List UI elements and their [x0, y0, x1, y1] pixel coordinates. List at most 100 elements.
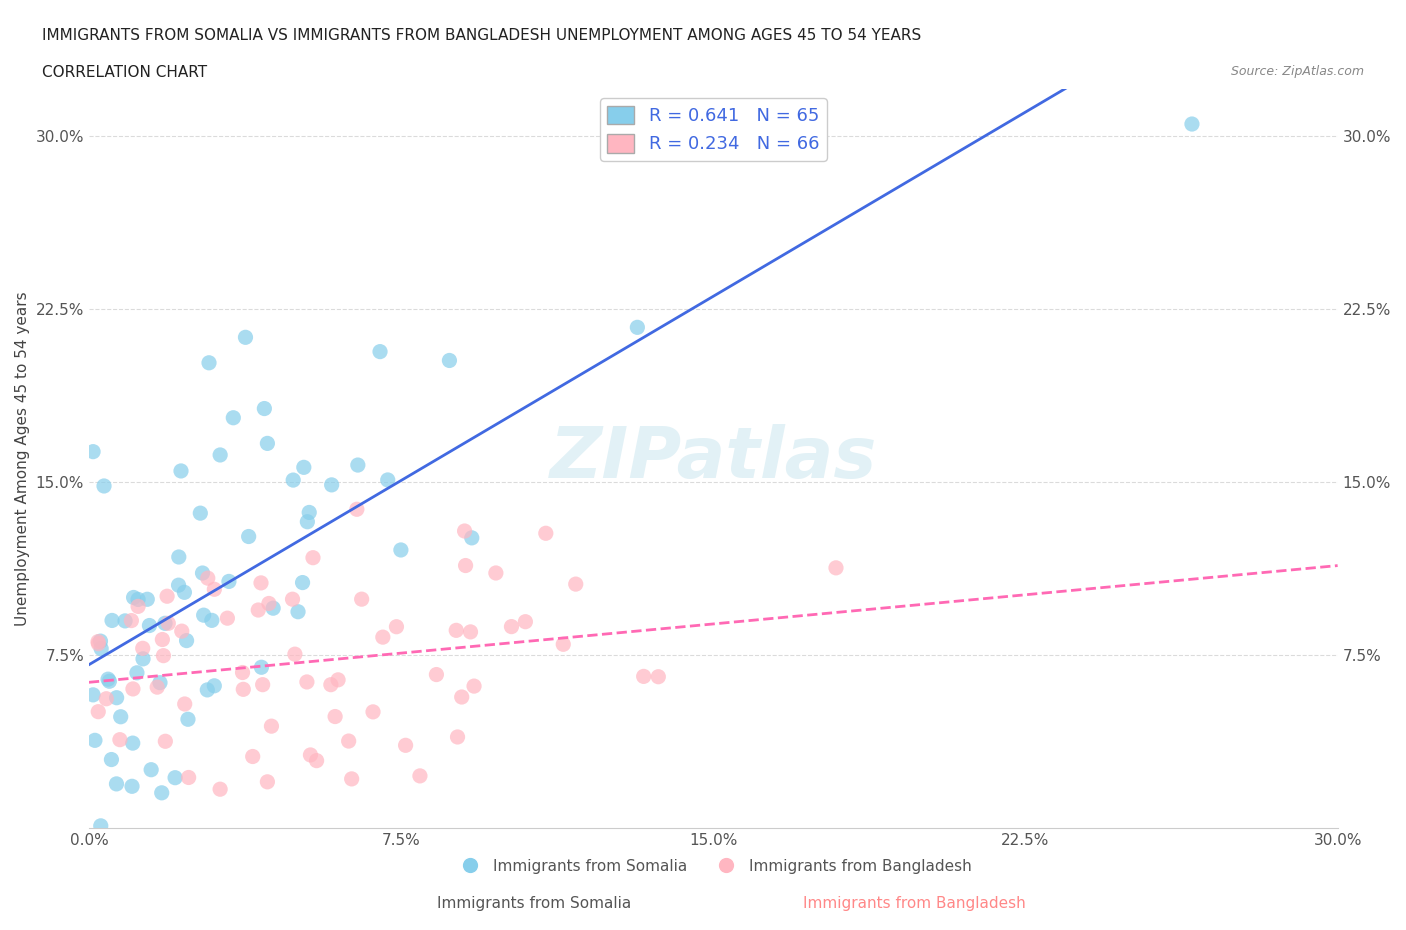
Point	[146, 680, 169, 695]
Point	[209, 447, 232, 462]
Point	[350, 591, 373, 606]
Point	[321, 477, 343, 492]
Point	[136, 591, 159, 606]
Point	[97, 671, 120, 686]
Point	[450, 689, 472, 704]
Point	[232, 682, 254, 697]
Legend: Immigrants from Somalia, Immigrants from Bangladesh: Immigrants from Somalia, Immigrants from…	[449, 853, 977, 880]
Point	[98, 674, 121, 689]
Point	[242, 749, 264, 764]
Point	[132, 651, 155, 666]
Point	[283, 472, 305, 487]
Point	[170, 463, 193, 478]
Point	[302, 551, 325, 565]
Point	[534, 525, 557, 540]
Point	[82, 687, 104, 702]
Point	[361, 704, 384, 719]
Point	[281, 591, 304, 606]
Point	[138, 618, 160, 633]
Point	[453, 524, 475, 538]
Point	[347, 458, 370, 472]
Point	[299, 748, 322, 763]
Point	[446, 729, 468, 744]
Point	[461, 530, 484, 545]
Point	[291, 575, 314, 590]
Point	[156, 589, 179, 604]
Point	[346, 502, 368, 517]
Point	[96, 691, 118, 706]
Point	[260, 719, 283, 734]
Point	[121, 778, 143, 793]
Point	[292, 460, 315, 475]
Point	[202, 582, 225, 597]
Point	[337, 734, 360, 749]
Point	[141, 763, 163, 777]
Point	[626, 320, 648, 335]
Point	[297, 514, 319, 529]
Point	[155, 734, 177, 749]
Point	[323, 709, 346, 724]
Point	[101, 613, 124, 628]
Point	[191, 565, 214, 580]
Point	[217, 611, 239, 626]
Point	[177, 770, 200, 785]
Point	[132, 641, 155, 656]
Point	[157, 616, 180, 631]
Point	[298, 505, 321, 520]
Point	[1181, 116, 1204, 131]
Point	[105, 690, 128, 705]
Point	[825, 561, 848, 576]
Point	[90, 818, 112, 833]
Text: Immigrants from Somalia: Immigrants from Somalia	[437, 897, 631, 911]
Point	[218, 574, 240, 589]
Point	[120, 613, 142, 628]
Point	[176, 633, 198, 648]
Point	[197, 571, 219, 586]
Point	[247, 603, 270, 618]
Point	[564, 577, 586, 591]
Point	[108, 732, 131, 747]
Point	[87, 634, 110, 649]
Point	[454, 558, 477, 573]
Point	[149, 675, 172, 690]
Point	[326, 672, 349, 687]
Point	[170, 624, 193, 639]
Point	[256, 436, 278, 451]
Point	[385, 619, 408, 634]
Point	[82, 445, 104, 459]
Point	[173, 585, 195, 600]
Point	[501, 619, 523, 634]
Point	[253, 401, 276, 416]
Point	[439, 353, 461, 368]
Point	[257, 596, 280, 611]
Point	[93, 479, 115, 494]
Point	[188, 506, 211, 521]
Point	[114, 614, 136, 629]
Point	[209, 782, 232, 797]
Point	[250, 576, 273, 591]
Point	[198, 355, 221, 370]
Point	[127, 599, 149, 614]
Point	[110, 710, 132, 724]
Point	[256, 775, 278, 790]
Point	[371, 630, 394, 644]
Point	[87, 704, 110, 719]
Point	[633, 669, 655, 684]
Point	[127, 592, 149, 607]
Point	[125, 665, 148, 680]
Point	[150, 632, 173, 647]
Point	[201, 613, 224, 628]
Y-axis label: Unemployment Among Ages 45 to 54 years: Unemployment Among Ages 45 to 54 years	[15, 291, 30, 626]
Point	[173, 697, 195, 711]
Point	[195, 683, 218, 698]
Point	[231, 665, 253, 680]
Point	[319, 677, 342, 692]
Point	[165, 770, 187, 785]
Point	[121, 736, 143, 751]
Text: IMMIGRANTS FROM SOMALIA VS IMMIGRANTS FROM BANGLADESH UNEMPLOYMENT AMONG AGES 45: IMMIGRANTS FROM SOMALIA VS IMMIGRANTS FR…	[42, 28, 921, 43]
Point	[238, 529, 260, 544]
Point	[122, 590, 145, 604]
Point	[284, 646, 307, 661]
Point	[553, 637, 575, 652]
Point	[460, 624, 482, 639]
